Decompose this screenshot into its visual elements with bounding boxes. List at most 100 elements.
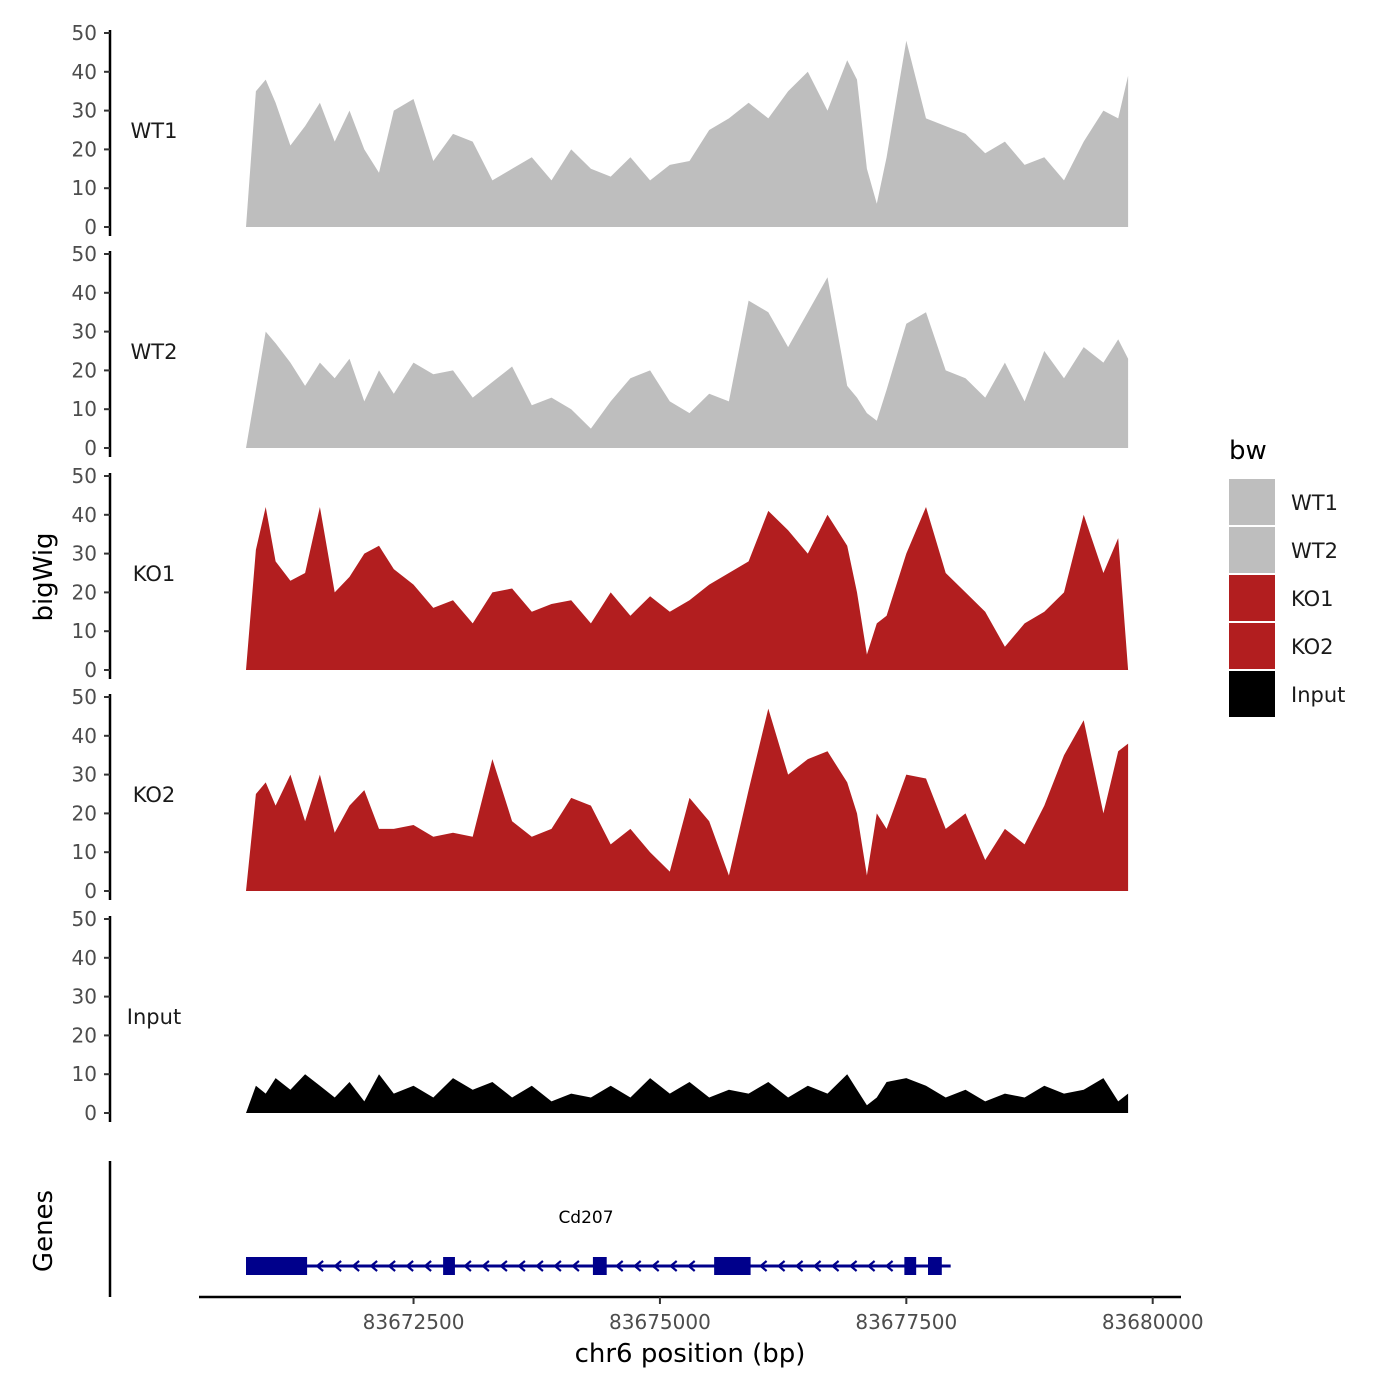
strand-arrow [614, 1260, 624, 1272]
y-tick-label: 10 [72, 176, 97, 200]
y-tick-label: 0 [84, 436, 97, 460]
gene-exon [714, 1257, 751, 1275]
gene-exon [928, 1257, 942, 1275]
y-tick-label: 50 [72, 242, 97, 266]
legend: bw WT1 WT2 KO1 KO2 Input [1229, 436, 1345, 717]
x-axis-title: chr6 position (bp) [575, 1339, 806, 1369]
x-tick-label: 83680000 [1102, 1310, 1204, 1334]
y-tick-label: 0 [84, 215, 97, 239]
strand-arrow [776, 1260, 786, 1272]
area-ko2 [246, 708, 1129, 891]
y-tick-label: 20 [72, 580, 97, 604]
strand-arrow [423, 1260, 432, 1272]
y-tick-label: 10 [72, 619, 97, 643]
strand-arrow [499, 1260, 508, 1272]
gene-track-panel: Cd207 [108, 1161, 951, 1297]
strand-arrow [405, 1260, 414, 1272]
legend-label-ko1: KO1 [1291, 587, 1334, 611]
strand-arrow [632, 1260, 642, 1272]
track-label-ko1: KO1 [133, 562, 176, 586]
legend-swatch-ko2 [1229, 623, 1275, 669]
strand-arrow [369, 1260, 378, 1272]
strand-arrow [387, 1260, 396, 1272]
y-tick-label: 10 [72, 397, 97, 421]
strand-arrow [650, 1260, 660, 1272]
gene-exon [246, 1257, 308, 1275]
y-tick-label: 10 [72, 840, 97, 864]
strand-arrow [794, 1260, 804, 1272]
y-tick-label: 0 [84, 1101, 97, 1125]
legend-title: bw [1229, 436, 1267, 466]
legend-label-wt2: WT2 [1291, 539, 1338, 563]
y-tick-label: 0 [84, 879, 97, 903]
y-tick-label: 40 [72, 503, 97, 527]
x-tick-label: 83675000 [609, 1310, 711, 1334]
area-wt1 [246, 40, 1129, 227]
y-tick-label: 50 [72, 21, 97, 45]
area-ko1 [246, 507, 1129, 670]
strand-arrow [351, 1260, 360, 1272]
strand-arrow [333, 1260, 342, 1272]
track-ko1: 0 10 20 30 40 50 KO1 [72, 464, 1129, 682]
y-tick-label: 20 [72, 801, 97, 825]
legend-swatch-wt1 [1229, 479, 1275, 525]
y-tick-label: 10 [72, 1062, 97, 1086]
legend-label-ko2: KO2 [1291, 635, 1334, 659]
strand-arrow [517, 1260, 526, 1272]
y-tick-label: 30 [72, 985, 97, 1009]
track-wt2: 0 10 20 30 40 50 WT2 [72, 242, 1129, 460]
track-wt1: 0 10 20 30 40 50 WT1 [72, 21, 1129, 239]
strand-arrow [866, 1260, 876, 1272]
gene-exon [592, 1257, 607, 1275]
x-axis: 83672500 83675000 83677500 83680000 [199, 1295, 1204, 1334]
legend-swatch-wt2 [1229, 527, 1275, 573]
legend-label-input: Input [1291, 683, 1345, 707]
y-tick-label: 40 [72, 724, 97, 748]
y-tick-label: 20 [72, 1023, 97, 1047]
track-label-wt2: WT2 [131, 340, 178, 364]
legend-swatch-ko1 [1229, 575, 1275, 621]
strand-arrow [686, 1260, 696, 1272]
track-ko2: 0 10 20 30 40 50 KO2 [72, 685, 1129, 903]
y-tick-label: 30 [72, 99, 97, 123]
y-tick-label: 40 [72, 60, 97, 84]
x-tick-label: 83677500 [855, 1310, 957, 1334]
strand-arrow [848, 1260, 858, 1272]
y-tick-label: 30 [72, 542, 97, 566]
gene-name-label: Cd207 [558, 1208, 613, 1228]
track-panels: 0 10 20 30 40 50 WT1 0 10 20 30 40 50 WT2 0 10 20 30 40 50 K… [72, 21, 1129, 1125]
strand-arrow [535, 1260, 544, 1272]
x-tick-label: 83672500 [363, 1310, 465, 1334]
strand-arrow [553, 1260, 562, 1272]
y-axis-title: bigWig [29, 532, 59, 621]
track-input: 0 10 20 30 40 50 Input [72, 907, 1129, 1125]
y-tick-label: 50 [72, 907, 97, 931]
strand-arrow [830, 1260, 840, 1272]
strand-arrow [812, 1260, 822, 1272]
track-label-input: Input [127, 1005, 181, 1029]
y-tick-label: 0 [84, 658, 97, 682]
area-input [246, 1074, 1129, 1113]
gene-exon [443, 1257, 455, 1275]
legend-label-wt1: WT1 [1291, 491, 1338, 515]
y-tick-label: 30 [72, 763, 97, 787]
y-tick-label: 20 [72, 137, 97, 161]
strand-arrow [571, 1260, 580, 1272]
y-tick-label: 40 [72, 946, 97, 970]
gene-track-title: Genes [29, 1190, 59, 1272]
strand-arrow [758, 1260, 768, 1272]
strand-arrow [315, 1260, 324, 1272]
strand-arrow [884, 1260, 894, 1272]
gene-exon [904, 1257, 917, 1275]
strand-arrow [463, 1260, 472, 1272]
y-tick-label: 20 [72, 358, 97, 382]
strand-arrow [668, 1260, 678, 1272]
y-tick-label: 40 [72, 281, 97, 305]
track-label-wt1: WT1 [131, 119, 178, 143]
y-tick-label: 50 [72, 685, 97, 709]
y-tick-label: 50 [72, 464, 97, 488]
strand-arrow [481, 1260, 490, 1272]
track-label-ko2: KO2 [133, 783, 176, 807]
area-wt2 [246, 277, 1129, 448]
